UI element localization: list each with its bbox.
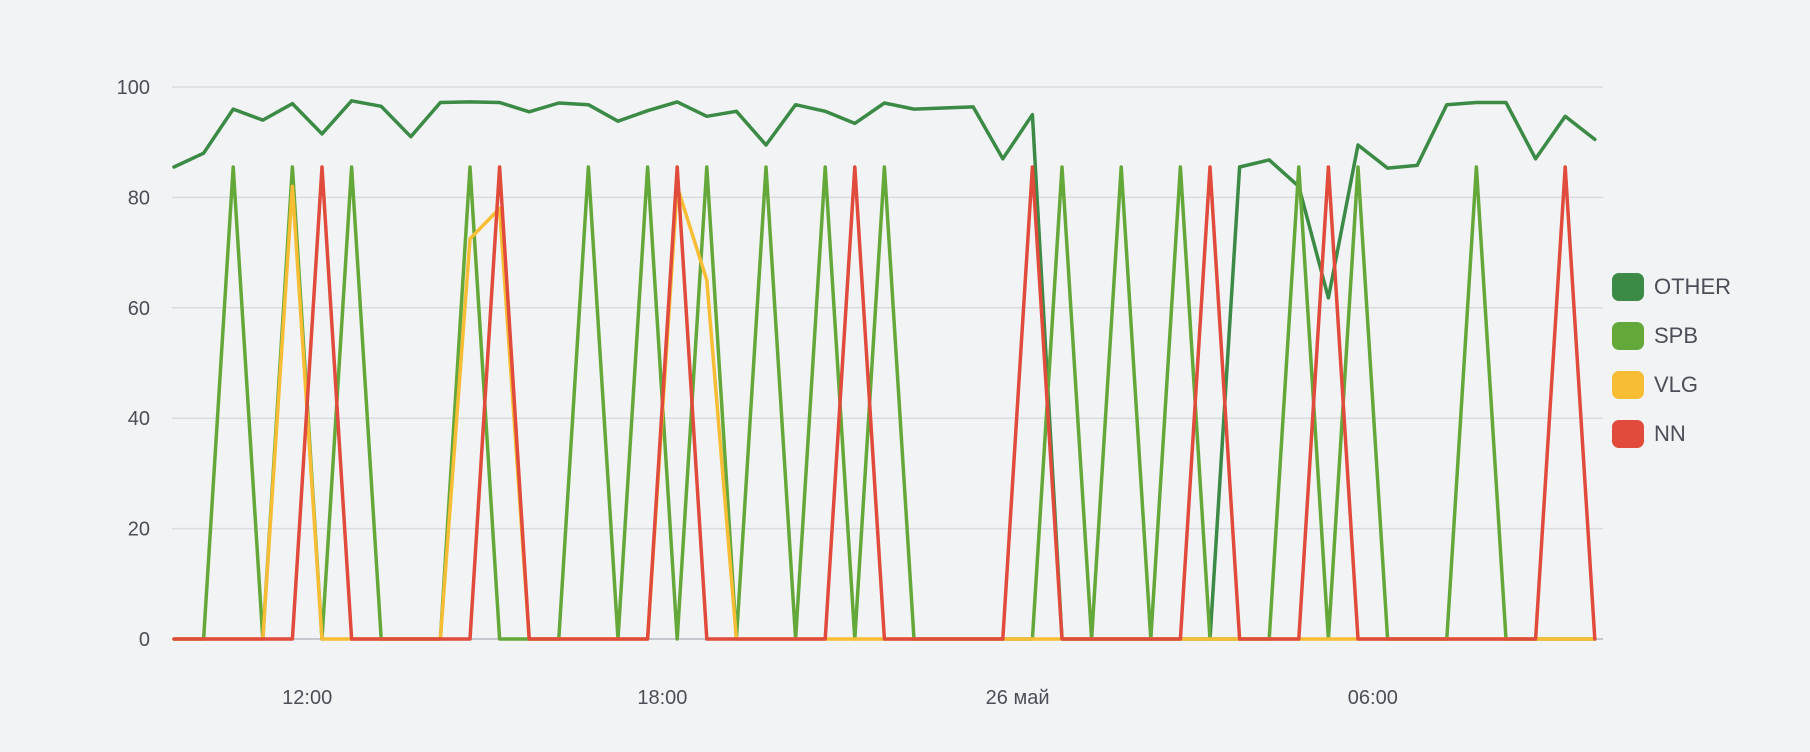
legend-swatch-vlg bbox=[1612, 370, 1644, 399]
x-tick-label: 18:00 bbox=[637, 687, 687, 709]
y-tick-label: 100 bbox=[117, 77, 150, 99]
x-tick-label: 06:00 bbox=[1348, 687, 1398, 709]
series-line-spb[interactable] bbox=[172, 165, 1597, 641]
y-tick-label: 80 bbox=[128, 187, 150, 209]
series-line-nn[interactable] bbox=[172, 165, 1597, 641]
y-tick-label: 60 bbox=[128, 298, 150, 320]
legend-item-spb[interactable]: SPB bbox=[1612, 311, 1731, 360]
y-tick-label: 40 bbox=[128, 408, 150, 430]
legend-item-nn[interactable]: NN bbox=[1612, 409, 1731, 458]
legend-label-nn: NN bbox=[1654, 420, 1686, 446]
legend-label-vlg: VLG bbox=[1654, 371, 1699, 397]
x-tick-label: 12:00 bbox=[282, 687, 332, 709]
legend-item-other[interactable]: OTHER bbox=[1612, 262, 1731, 311]
y-tick-label: 20 bbox=[128, 519, 150, 541]
series-layer bbox=[172, 99, 1597, 641]
axis-layer: 0 20 40 60 80 100 12:00 18:00 26 май 06:00 bbox=[117, 77, 1398, 709]
y-tick-label: 0 bbox=[139, 629, 150, 651]
legend-label-spb: SPB bbox=[1654, 322, 1699, 348]
legend-swatch-spb bbox=[1612, 321, 1644, 350]
legend-swatch-other bbox=[1612, 272, 1644, 301]
legend-label-other: OTHER bbox=[1654, 273, 1731, 299]
series-line-other[interactable] bbox=[172, 99, 1597, 641]
grid-layer bbox=[172, 86, 1603, 640]
chart-legend: OTHER SPB VLG NN bbox=[1612, 262, 1731, 458]
legend-swatch-nn bbox=[1612, 419, 1644, 448]
legend-item-vlg[interactable]: VLG bbox=[1612, 360, 1731, 409]
x-tick-label: 26 май bbox=[986, 687, 1050, 709]
